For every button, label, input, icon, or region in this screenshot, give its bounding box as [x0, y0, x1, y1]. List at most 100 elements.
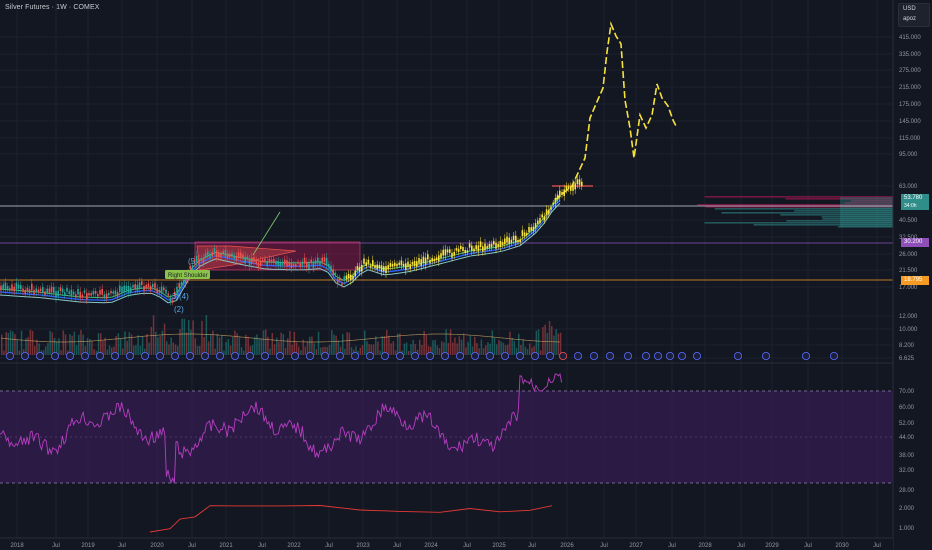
time-tick: 2019 [81, 543, 95, 549]
rsi-tick: 28.00 [899, 488, 915, 494]
right-shoulder-label-bg[interactable] [165, 270, 210, 279]
chart-title[interactable]: Silver Futures · 1W · COMEX [5, 4, 100, 11]
price-tick: 145.000 [899, 119, 921, 125]
event-marker-icon[interactable] [606, 351, 615, 360]
price-label-purple[interactable]: 30.200 [901, 238, 929, 247]
rsi-tick: 38.00 [899, 453, 915, 459]
time-tick: Jul [393, 543, 401, 549]
volume-bars [1, 315, 562, 355]
event-marker-icon[interactable] [666, 351, 675, 360]
projection-line[interactable] [252, 211, 281, 256]
event-marker-icon[interactable] [830, 351, 839, 360]
event-marker-icon[interactable] [380, 351, 389, 360]
currency-box[interactable]: USD apoz [898, 3, 930, 27]
event-marker-icon[interactable] [350, 351, 359, 360]
price-tick: 6.625 [899, 356, 915, 362]
price-label-teal[interactable]: 53.780 [901, 194, 929, 203]
projected-price-path [554, 21, 678, 201]
event-marker-icon[interactable] [111, 351, 120, 360]
event-marker-icon[interactable] [654, 351, 663, 360]
event-marker-icon[interactable] [305, 351, 314, 360]
rsi-tick: 52.00 [899, 421, 915, 427]
event-marker-icon[interactable] [802, 351, 811, 360]
time-tick: Jul [600, 543, 608, 549]
time-tick: 2023 [356, 543, 370, 549]
event-marker-icon[interactable] [531, 351, 540, 360]
time-tick: Jul [52, 543, 60, 549]
price-tick: 95.000 [899, 152, 918, 158]
event-marker-icon[interactable] [762, 351, 771, 360]
event-marker-icon[interactable] [170, 351, 179, 360]
price-axis-bg[interactable] [893, 0, 932, 550]
event-marker-icon[interactable] [642, 351, 651, 360]
event-marker-icon[interactable] [96, 351, 105, 360]
price-tick: 215.000 [899, 85, 921, 91]
event-marker-icon[interactable] [365, 351, 374, 360]
event-marker-icon[interactable] [81, 351, 90, 360]
event-marker-icon[interactable] [185, 351, 194, 360]
event-marker-icon[interactable] [260, 351, 269, 360]
event-marker-icon[interactable] [140, 351, 149, 360]
time-tick: Jul [737, 543, 745, 549]
event-marker-icon[interactable] [36, 351, 45, 360]
time-tick: 2026 [560, 543, 574, 549]
event-marker-icon[interactable] [320, 351, 329, 360]
event-marker-icon[interactable] [410, 351, 419, 360]
time-tick: 2029 [765, 543, 779, 549]
event-marker-icon[interactable] [455, 351, 464, 360]
event-marker-icon[interactable] [290, 351, 299, 360]
time-tick: Jul [188, 543, 196, 549]
price-tick: 12.000 [899, 314, 918, 320]
time-tick: Jul [528, 543, 536, 549]
event-marker-icon[interactable] [395, 351, 404, 360]
price-tick: 175.000 [899, 102, 921, 108]
event-marker-icon[interactable] [275, 351, 284, 360]
time-axis[interactable]: 2018 Jul 2019 Jul 2020 Jul 2021 Jul 2022 Jul 2023 J… [10, 543, 881, 549]
triangle-pattern[interactable] [196, 245, 297, 271]
event-marker-icon[interactable] [559, 351, 568, 360]
price-tick: 21.500 [899, 268, 918, 274]
time-axis-bg[interactable] [0, 538, 893, 550]
event-marker-icon[interactable] [155, 351, 164, 360]
event-marker-icon[interactable] [126, 351, 135, 360]
event-marker-icon[interactable] [335, 351, 344, 360]
rsi-line [0, 372, 563, 484]
event-markers[interactable] [6, 351, 839, 360]
event-marker-icon[interactable] [500, 351, 509, 360]
event-marker-icon[interactable] [6, 351, 14, 360]
event-marker-icon[interactable] [574, 351, 583, 360]
time-tick: 2021 [219, 543, 233, 549]
event-marker-icon[interactable] [440, 351, 449, 360]
time-tick: 2022 [287, 543, 301, 549]
event-marker-icon[interactable] [485, 351, 494, 360]
event-marker-icon[interactable] [470, 351, 479, 360]
event-marker-icon[interactable] [20, 351, 29, 360]
event-marker-icon[interactable] [200, 351, 209, 360]
time-tick: 2030 [835, 543, 849, 549]
event-marker-icon[interactable] [590, 351, 599, 360]
event-marker-icon[interactable] [215, 351, 224, 360]
rsi-tick: 60.00 [899, 405, 915, 411]
event-marker-icon[interactable] [546, 351, 555, 360]
event-marker-icon[interactable] [51, 351, 60, 360]
event-marker-icon[interactable] [678, 351, 687, 360]
event-marker-icon[interactable] [245, 351, 254, 360]
rsi-tick: 32.00 [899, 468, 915, 474]
event-marker-icon[interactable] [230, 351, 239, 360]
time-tick: 2024 [424, 543, 438, 549]
event-marker-icon[interactable] [693, 351, 702, 360]
user-label: apoz [903, 16, 917, 22]
wave-label-4: (4) [179, 292, 189, 301]
event-marker-icon[interactable] [624, 351, 633, 360]
event-marker-icon[interactable] [734, 351, 743, 360]
event-marker-icon[interactable] [425, 351, 434, 360]
event-marker-icon[interactable] [66, 351, 75, 360]
price-tick: 10.000 [899, 327, 918, 333]
volume-ma [0, 333, 560, 343]
rsi-axis[interactable]: 70.00 60.00 52.00 44.00 38.00 32.00 28.00 2.000… [899, 389, 915, 532]
event-marker-icon[interactable] [516, 351, 525, 360]
price-tick: 335.000 [899, 52, 921, 58]
moving-average-teal [0, 202, 561, 304]
price-label-orange[interactable]: 18.795 [901, 276, 929, 285]
